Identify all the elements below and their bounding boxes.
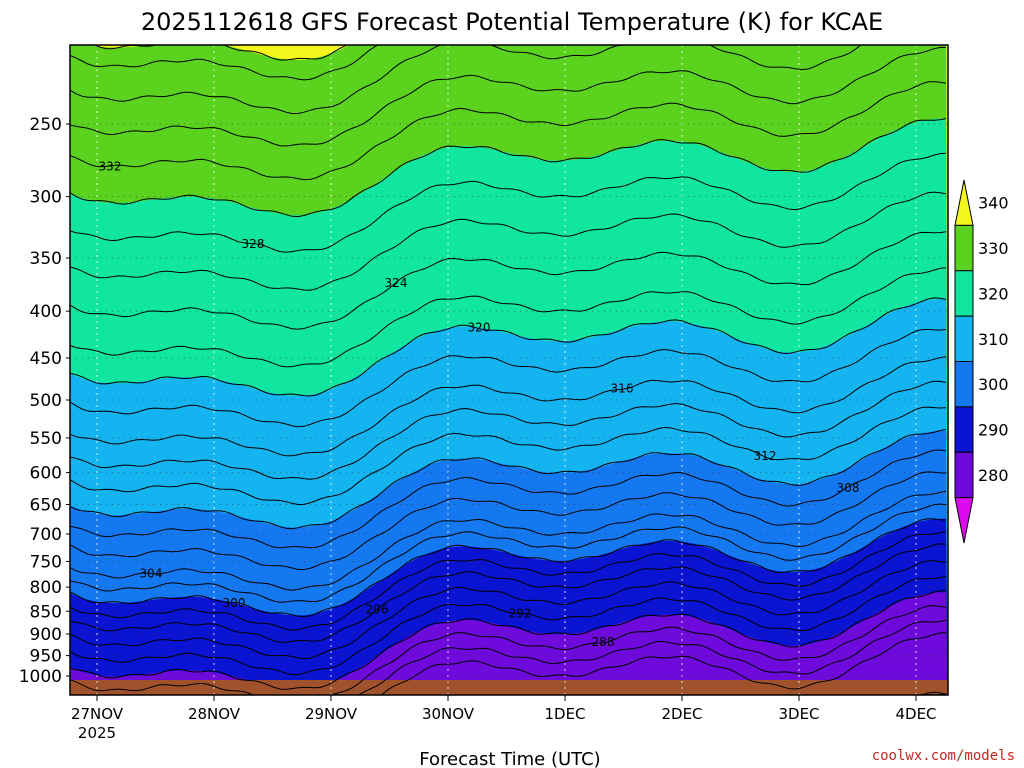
plot-frame <box>69 44 949 696</box>
colorbar-label: 290 <box>978 421 1009 440</box>
contour-line-296 <box>70 543 947 643</box>
x-tick-label: 30NOV <box>422 705 475 723</box>
colorbar-segment <box>954 179 974 226</box>
colorbar-label: 300 <box>978 375 1009 394</box>
y-tick-label: 950 <box>30 647 62 667</box>
contour-line-330 <box>70 118 947 218</box>
x-axis-label: Forecast Time (UTC) <box>419 749 600 768</box>
x-tick-label: 1DEC <box>544 705 585 723</box>
contour-line-312 <box>70 406 947 506</box>
colorbar-label: 330 <box>978 239 1009 258</box>
contour-line-306 <box>70 471 947 571</box>
x-tick-label: 28NOV <box>188 705 241 723</box>
contour-line-334 <box>70 46 947 147</box>
contour-line-336 <box>70 45 862 114</box>
contour-label: 328 <box>242 237 265 251</box>
plot-area <box>70 45 948 695</box>
contour-line-300 <box>70 518 947 618</box>
y-tick-label: 500 <box>30 391 62 411</box>
colorbar-label: 280 <box>978 466 1009 485</box>
contour-label: 320 <box>468 321 491 335</box>
colorbar-segment <box>954 406 974 453</box>
contour-line-322 <box>70 267 947 368</box>
colorbar: 340 330 320 310 300 290 280 <box>954 179 1009 544</box>
contour-lines <box>70 45 947 695</box>
x-tick-label: 3DEC <box>778 705 819 723</box>
contour-label: 324 <box>385 276 408 290</box>
y-tick-label: 800 <box>30 578 62 598</box>
contour-label: 300 <box>223 596 246 610</box>
x-tick-sublabel: 2025 <box>78 724 116 742</box>
contour-line-294 <box>70 560 947 660</box>
contour-line-298 <box>70 530 947 631</box>
y-tick-label: 850 <box>30 602 62 622</box>
contour-line-310 <box>70 428 947 530</box>
y-tick-label: 450 <box>30 349 62 369</box>
contour-label: 288 <box>592 635 615 649</box>
colorbar-segment <box>954 451 974 499</box>
contour-label: 292 <box>509 607 532 621</box>
contour-line-302 <box>70 503 947 603</box>
contour-line-316 <box>70 356 947 457</box>
colorbar-label: 320 <box>978 284 1009 303</box>
colorbar-segment <box>954 270 974 317</box>
y-tick-label: 600 <box>30 464 62 484</box>
contour-line-290 <box>70 590 947 690</box>
y-tick-label: 1000 <box>19 667 62 687</box>
y-tick-label: 400 <box>30 302 62 322</box>
y-tick-label: 700 <box>30 525 62 545</box>
y-tick-label: 250 <box>30 115 62 135</box>
contour-line-332 <box>70 81 947 181</box>
contour-line-318 <box>70 328 947 428</box>
y-tick-label: 300 <box>30 188 62 208</box>
x-tick-label: 27NOV <box>71 705 124 723</box>
colorbar-segment <box>954 224 974 272</box>
y-tick-label: 750 <box>30 552 62 572</box>
contour-line-324 <box>70 231 947 330</box>
chart-title: 2025112618 GFS Forecast Potential Temper… <box>141 8 883 36</box>
contour-labels: 332 328 324 320 316 312 308 304 300 296 292 288 <box>99 159 860 648</box>
contour-line-284 <box>380 632 947 695</box>
contour-line-304 <box>70 490 947 591</box>
y-tick-label: 350 <box>30 249 62 269</box>
y-tick-label: 550 <box>30 429 62 449</box>
y-tick-label: 900 <box>30 625 62 645</box>
contour-line-338 <box>70 45 380 81</box>
contour-line-288 <box>70 605 947 695</box>
contour-label: 296 <box>366 603 389 617</box>
contour-line-320 <box>70 297 947 397</box>
y-axis-ticks: 250 300 350 400 450 500 550 600 650 700 750 800 850 9… <box>19 115 70 687</box>
y-tick-label: 650 <box>30 495 62 515</box>
contour-label: 312 <box>754 449 777 463</box>
contour-line-328 <box>70 152 947 253</box>
contour-label: 316 <box>611 381 634 395</box>
colorbar-label: 340 <box>978 194 1009 213</box>
colorbar-segment <box>954 361 974 408</box>
contour-line-286 <box>70 619 947 695</box>
x-tick-label: 2DEC <box>661 705 702 723</box>
contour-label: 332 <box>99 159 122 173</box>
contour-label: 304 <box>140 566 163 580</box>
x-tick-label: 4DEC <box>895 705 936 723</box>
colorbar-label: 310 <box>978 330 1009 349</box>
contour-line-326 <box>70 191 947 291</box>
colorbar-segment <box>954 315 974 362</box>
ground-strip <box>70 680 948 695</box>
contour-line-308 <box>70 449 947 549</box>
contour-line-292 <box>70 575 947 676</box>
contour-line-314 <box>70 380 947 480</box>
colorbar-segment <box>954 497 974 544</box>
credit-text: coolwx.com/models <box>872 748 1015 764</box>
x-tick-label: 29NOV <box>305 705 358 723</box>
contour-label: 308 <box>837 481 860 495</box>
